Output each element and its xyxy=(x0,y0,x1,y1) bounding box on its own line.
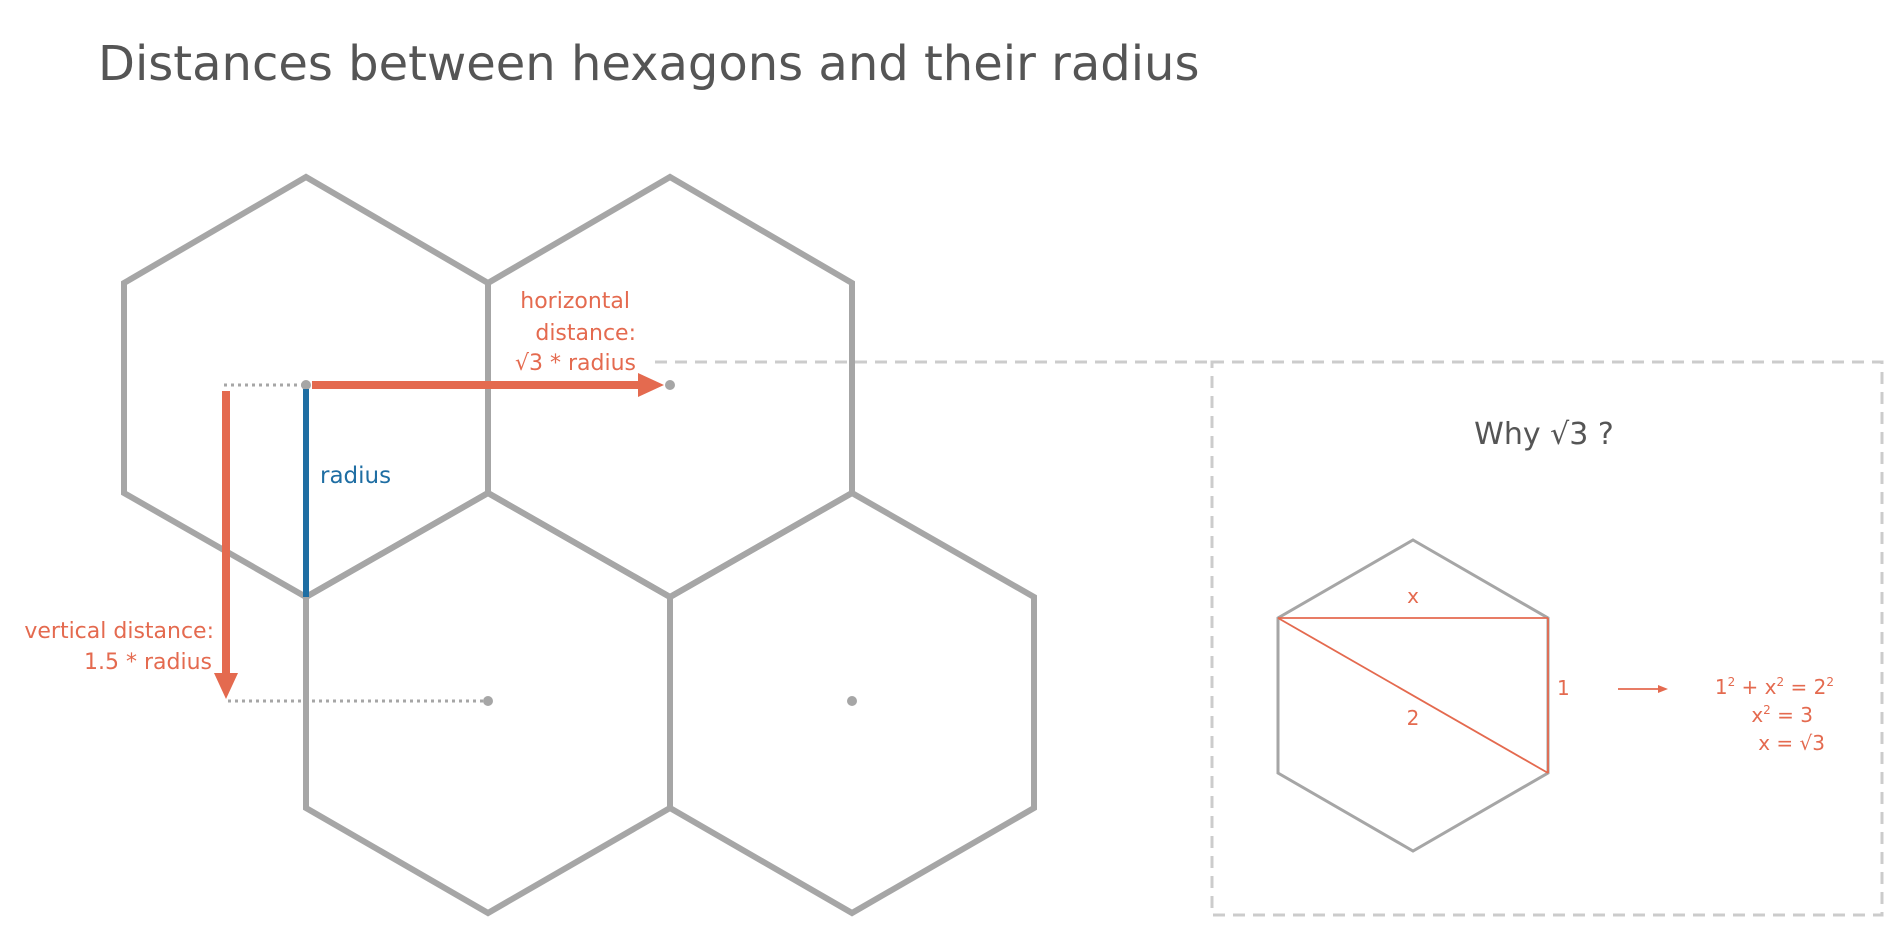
horizontal-arrow-head xyxy=(638,373,664,397)
radius-label: radius xyxy=(320,463,391,489)
inset-label-x: x xyxy=(1407,584,1419,608)
vertical-distance-label-1: vertical distance: xyxy=(24,619,214,644)
center-dot-top-left xyxy=(301,380,311,390)
hexagon-bottom-right xyxy=(667,489,1037,917)
center-dot-bottom-left xyxy=(483,696,493,706)
horizontal-distance-label-1: horizontal xyxy=(520,289,630,314)
center-dot-bottom-right xyxy=(847,696,857,706)
center-dot-top-right xyxy=(665,380,675,390)
inset-label-2: 2 xyxy=(1407,706,1420,730)
horizontal-distance-label-3: √3 * radius xyxy=(515,351,636,376)
equation-line-3: x = √3 xyxy=(1758,731,1825,755)
equation-line-1: 12 + x2 = 22 xyxy=(1715,675,1834,699)
inset-diagonal-2 xyxy=(1277,617,1549,774)
inset-label-1: 1 xyxy=(1557,676,1570,700)
inset-title: Why √3 ? xyxy=(1474,417,1614,452)
vertical-distance-label-2: 1.5 * radius xyxy=(84,650,212,675)
horizontal-distance-label-2: distance: xyxy=(535,321,636,346)
vertical-arrow-head xyxy=(214,673,238,699)
inset-box xyxy=(1210,360,1884,917)
page-title: Distances between hexagons and their rad… xyxy=(98,36,1200,92)
implication-arrow-head xyxy=(1658,685,1668,693)
equation-line-2: x2 = 3 xyxy=(1751,703,1813,727)
